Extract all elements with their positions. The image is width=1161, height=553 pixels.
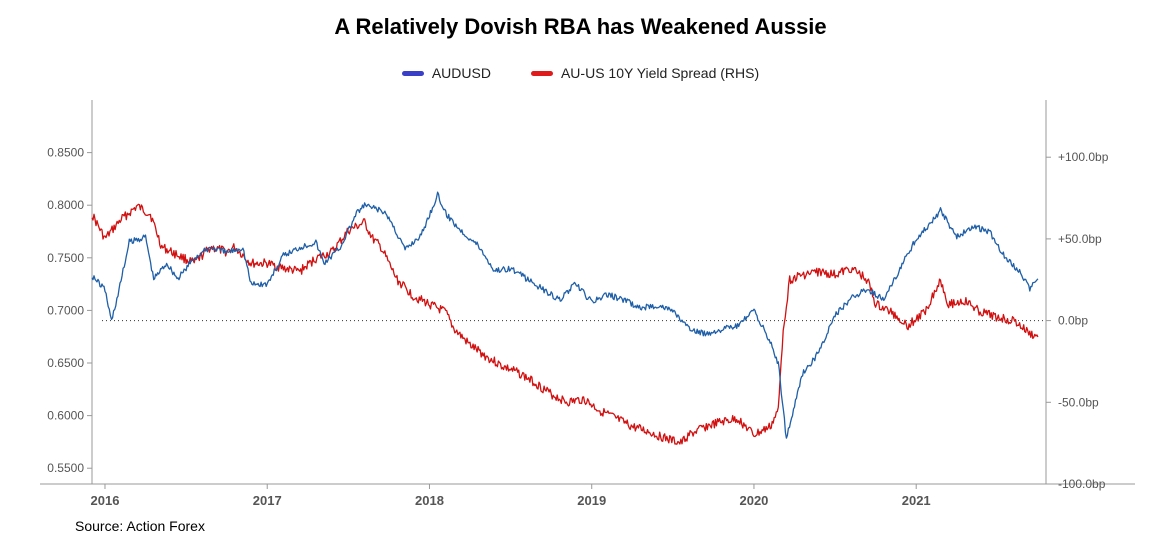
x-tick-label: 2018	[415, 493, 444, 508]
legend-item-audusd[interactable]: AUDUSD	[401, 65, 491, 81]
left-tick-label: 0.7500	[47, 251, 84, 265]
legend-label-audusd: AUDUSD	[431, 65, 491, 81]
legend-swatch-audusd	[401, 70, 424, 76]
left-tick-label: 0.5500	[47, 461, 84, 475]
source-note: Source: Action Forex	[75, 518, 205, 534]
legend-item-spread[interactable]: AU-US 10Y Yield Spread (RHS)	[530, 65, 760, 81]
legend-label-spread: AU-US 10Y Yield Spread (RHS)	[560, 65, 760, 81]
x-tick-label: 2017	[253, 493, 282, 508]
x-tick-label: 2021	[902, 493, 931, 508]
left-tick-label: 0.6500	[47, 356, 84, 370]
right-tick-label: -50.0bp	[1058, 395, 1099, 409]
spread-series-line	[91, 203, 1039, 445]
legend-swatch-spread	[530, 70, 553, 76]
x-tick-label: 2019	[577, 493, 606, 508]
x-tick-label: 2020	[739, 493, 768, 508]
right-tick-label: +50.0bp	[1058, 232, 1102, 246]
right-tick-label: -100.0bp	[1058, 477, 1106, 491]
left-tick-label: 0.8000	[47, 198, 84, 212]
chart-legend: AUDUSD AU-US 10Y Yield Spread (RHS)	[0, 65, 1161, 81]
chart-title: A Relatively Dovish RBA has Weakened Aus…	[334, 14, 827, 39]
left-tick-label: 0.6000	[47, 409, 84, 423]
right-tick-label: +100.0bp	[1058, 150, 1109, 164]
left-tick-label: 0.7000	[47, 303, 84, 317]
audusd-series-line	[91, 191, 1039, 439]
x-tick-label: 2016	[91, 493, 120, 508]
right-tick-label: 0.0bp	[1058, 314, 1088, 328]
left-tick-label: 0.8500	[47, 146, 84, 160]
